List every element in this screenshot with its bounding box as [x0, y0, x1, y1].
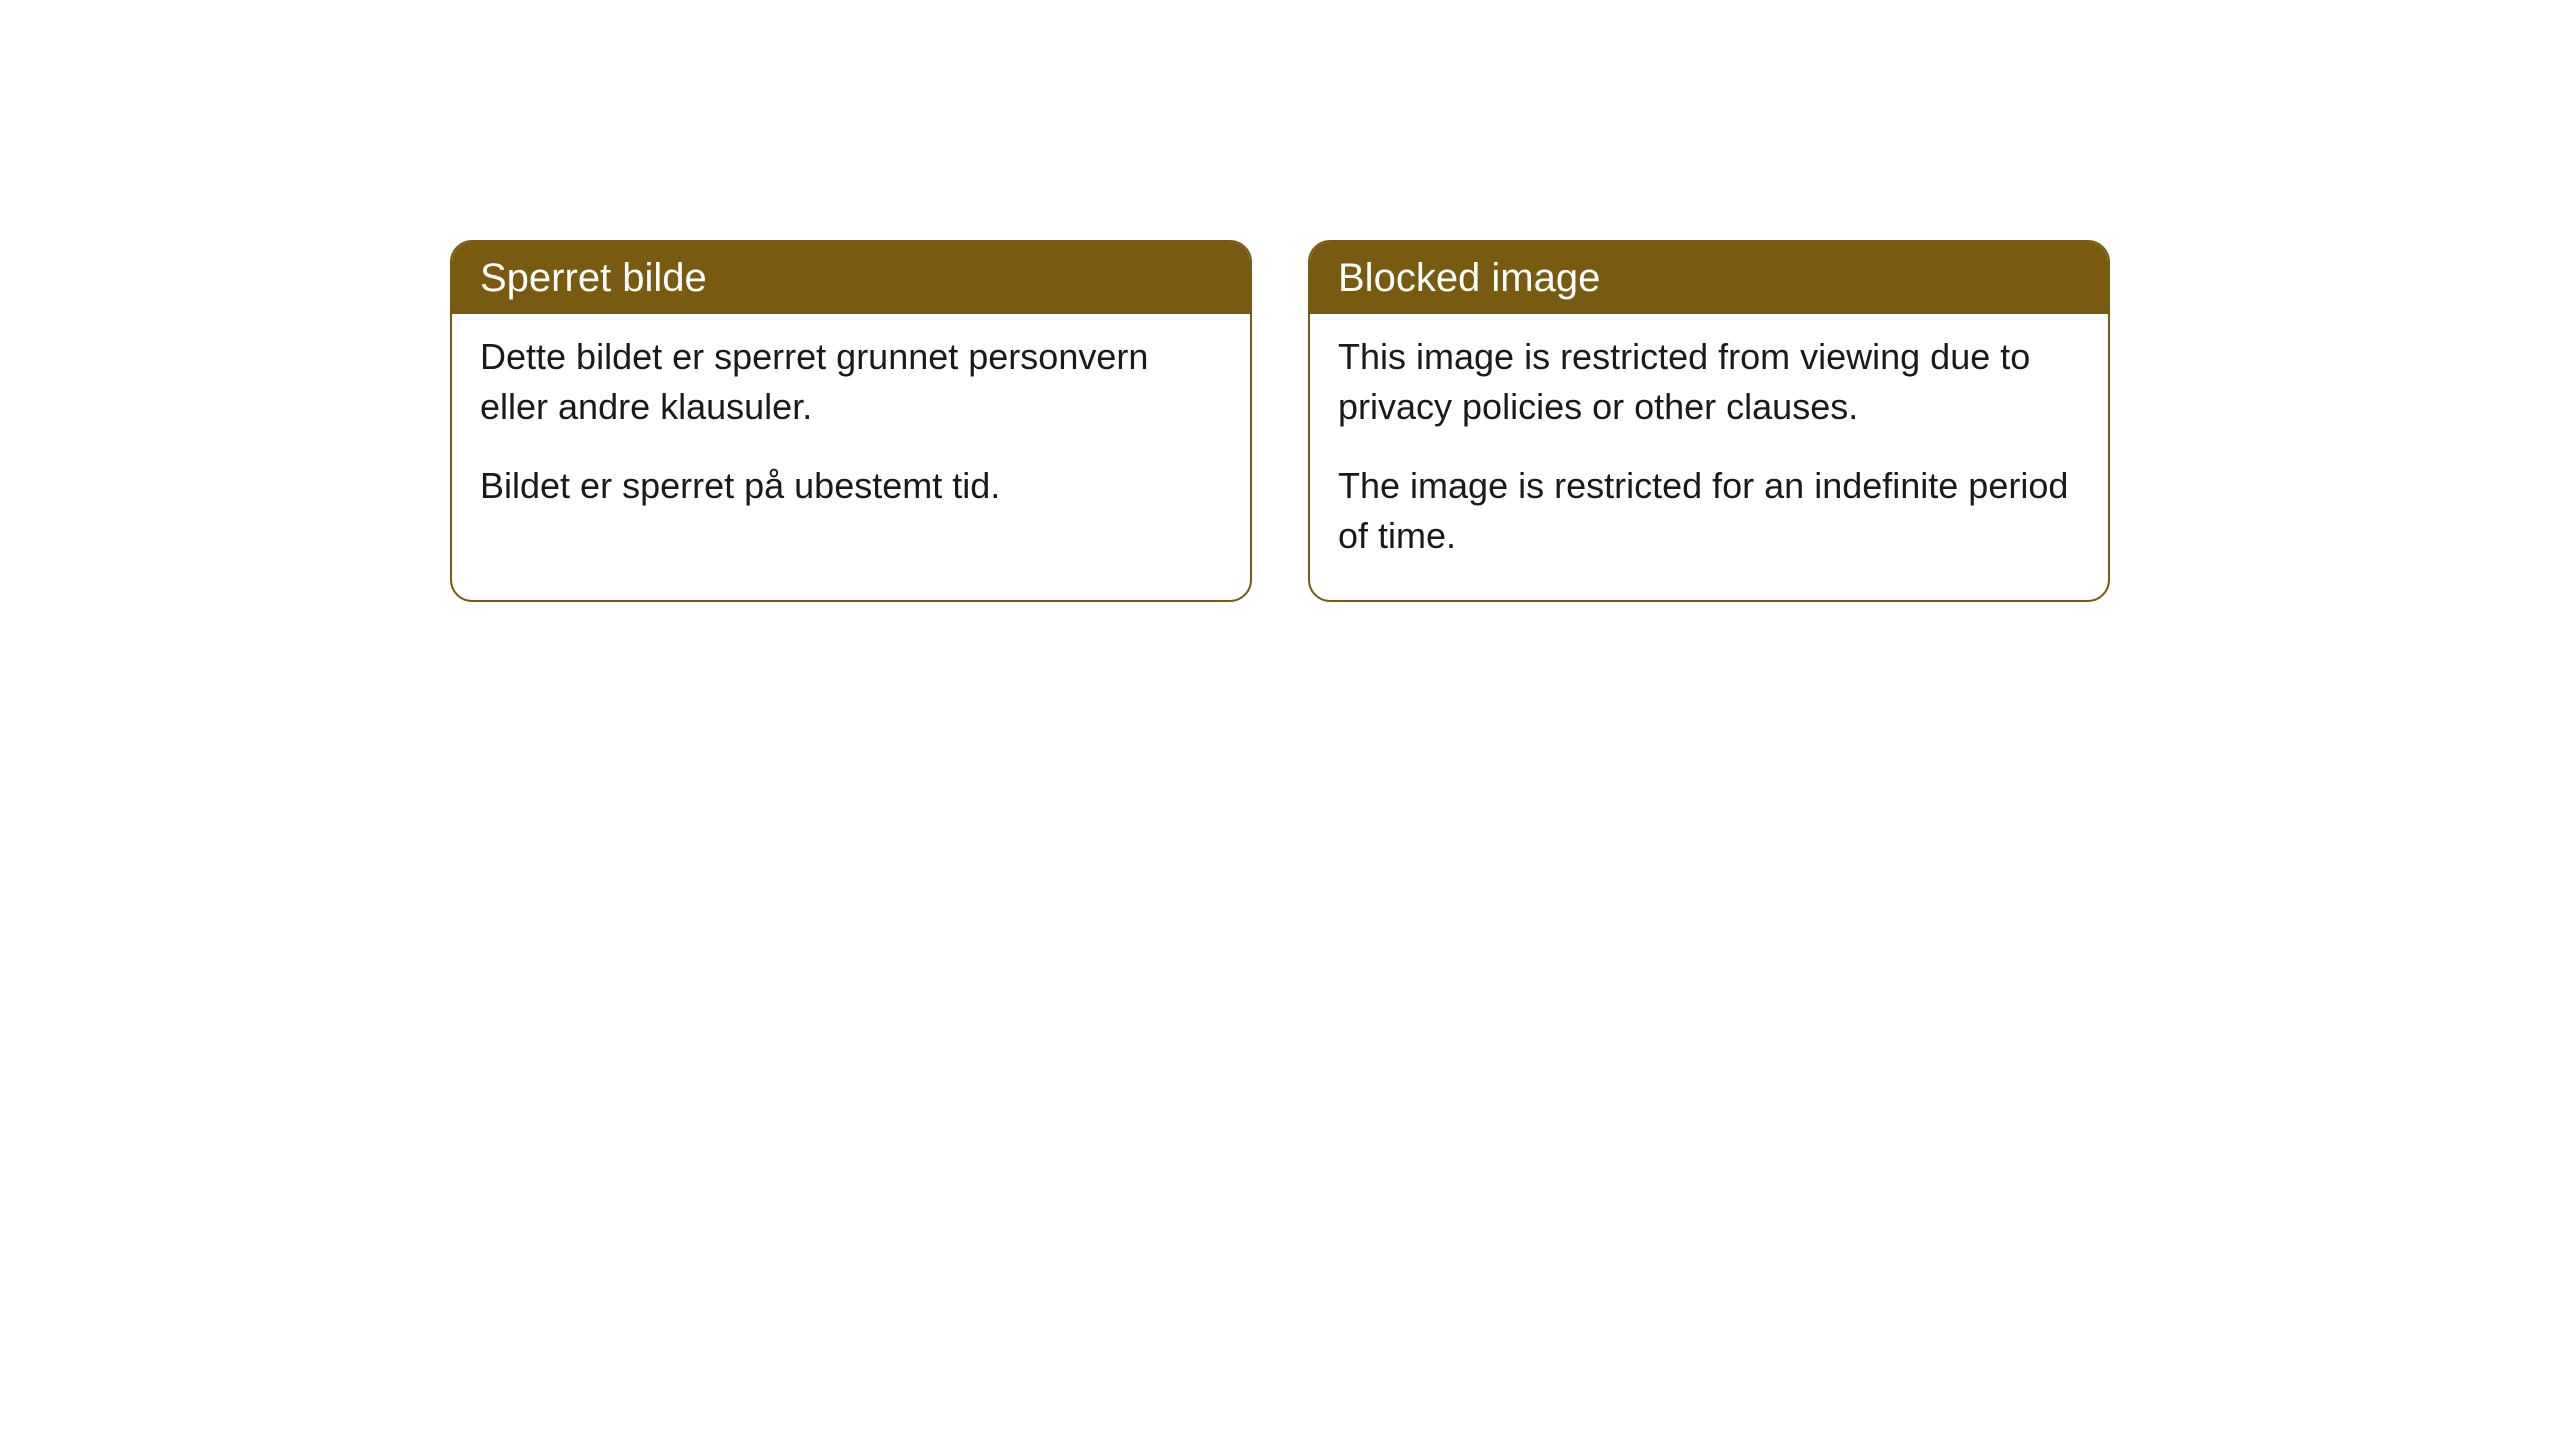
card-paragraph-1: Dette bildet er sperret grunnet personve…	[480, 332, 1222, 433]
card-paragraph-2: Bildet er sperret på ubestemt tid.	[480, 461, 1222, 511]
card-paragraph-1: This image is restricted from viewing du…	[1338, 332, 2080, 433]
card-body-norwegian: Dette bildet er sperret grunnet personve…	[452, 314, 1250, 549]
cards-container: Sperret bilde Dette bildet er sperret gr…	[450, 240, 2110, 602]
card-header-norwegian: Sperret bilde	[452, 242, 1250, 314]
card-norwegian: Sperret bilde Dette bildet er sperret gr…	[450, 240, 1252, 602]
card-english: Blocked image This image is restricted f…	[1308, 240, 2110, 602]
card-body-english: This image is restricted from viewing du…	[1310, 314, 2108, 600]
card-paragraph-2: The image is restricted for an indefinit…	[1338, 461, 2080, 562]
card-header-english: Blocked image	[1310, 242, 2108, 314]
